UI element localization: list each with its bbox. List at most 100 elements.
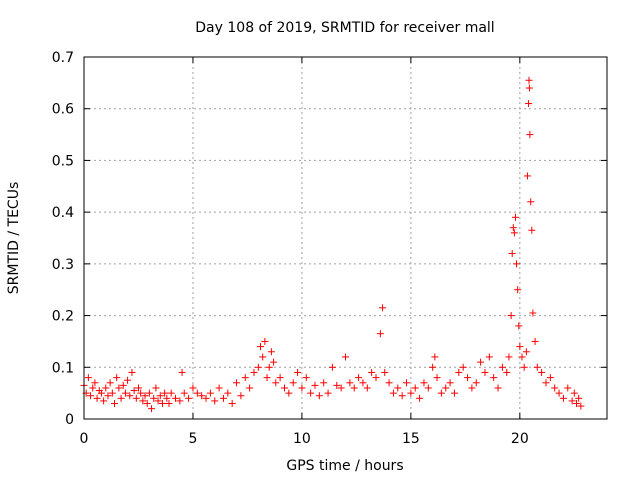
data-point xyxy=(126,392,134,400)
data-point xyxy=(459,363,467,371)
data-point xyxy=(394,384,402,392)
data-point xyxy=(156,392,164,400)
data-point xyxy=(294,368,302,376)
data-point xyxy=(376,330,384,338)
data-point xyxy=(111,399,119,407)
data-point xyxy=(525,76,533,84)
y-tick-label: 0.7 xyxy=(52,50,74,66)
data-point xyxy=(267,348,275,356)
data-point xyxy=(233,379,241,387)
data-point xyxy=(359,379,367,387)
data-point xyxy=(498,363,506,371)
data-point xyxy=(555,389,563,397)
data-point xyxy=(241,374,249,382)
data-point xyxy=(130,387,138,395)
data-point xyxy=(509,224,517,232)
data-point xyxy=(261,337,269,345)
data-point xyxy=(145,389,153,397)
x-tick-label: 0 xyxy=(80,431,89,447)
data-point xyxy=(84,374,92,382)
data-point xyxy=(507,312,515,320)
data-point xyxy=(328,363,336,371)
data-point xyxy=(523,172,531,180)
data-point xyxy=(165,399,173,407)
data-point xyxy=(150,394,158,402)
data-point xyxy=(215,384,223,392)
data-point xyxy=(108,389,116,397)
x-tick-label: 15 xyxy=(402,431,420,447)
data-point xyxy=(403,379,411,387)
data-point xyxy=(163,394,171,402)
data-point xyxy=(254,363,262,371)
data-point xyxy=(527,198,535,206)
data-point xyxy=(516,343,524,351)
data-point xyxy=(525,100,533,108)
data-point xyxy=(298,384,306,392)
data-point xyxy=(152,384,160,392)
data-point xyxy=(577,402,585,410)
data-point xyxy=(363,384,371,392)
data-point xyxy=(102,384,110,392)
data-point xyxy=(514,286,522,294)
y-tick-label: 0.2 xyxy=(52,309,74,325)
x-tick-label: 5 xyxy=(188,431,197,447)
data-point xyxy=(450,389,458,397)
data-point xyxy=(533,363,541,371)
data-point xyxy=(134,384,142,392)
data-point xyxy=(528,226,536,234)
y-tick-label: 0.4 xyxy=(52,205,74,221)
data-point xyxy=(139,397,147,405)
data-point xyxy=(355,374,363,382)
data-point xyxy=(89,384,97,392)
data-point xyxy=(141,392,149,400)
data-point xyxy=(542,379,550,387)
data-point xyxy=(302,374,310,382)
data-point xyxy=(91,379,99,387)
data-point xyxy=(559,394,567,402)
y-tick-label: 0.1 xyxy=(52,360,74,376)
data-point xyxy=(538,368,546,376)
chart-title: Day 108 of 2019, SRMTID for receiver mal… xyxy=(195,20,494,36)
data-point xyxy=(154,397,162,405)
data-point xyxy=(189,384,197,392)
data-point xyxy=(416,394,424,402)
data-point xyxy=(529,309,537,317)
data-point xyxy=(117,394,125,402)
data-point xyxy=(280,384,288,392)
y-tick-label: 0.6 xyxy=(52,102,74,118)
data-point xyxy=(106,379,114,387)
data-point xyxy=(494,384,502,392)
data-point xyxy=(342,353,349,361)
data-point xyxy=(270,358,278,366)
data-point xyxy=(180,389,188,397)
data-point xyxy=(224,389,232,397)
data-point xyxy=(446,379,454,387)
data-point xyxy=(546,374,554,382)
data-point xyxy=(93,394,101,402)
data-point xyxy=(481,368,489,376)
data-point xyxy=(431,353,439,361)
data-point xyxy=(276,374,284,382)
data-point xyxy=(442,384,450,392)
data-point xyxy=(526,131,534,139)
data-point xyxy=(368,368,376,376)
data-point xyxy=(575,394,583,402)
data-point xyxy=(259,353,267,361)
data-point xyxy=(104,392,112,400)
plot-frame xyxy=(83,56,608,420)
y-tick-label: 0.3 xyxy=(52,257,74,273)
data-point xyxy=(211,397,219,405)
data-point xyxy=(324,389,332,397)
data-point xyxy=(551,384,559,392)
data-point xyxy=(228,399,236,407)
y-tick-label: 0 xyxy=(65,412,74,428)
data-point xyxy=(250,368,258,376)
data-point xyxy=(97,389,105,397)
data-point xyxy=(485,353,493,361)
data-point xyxy=(113,374,121,382)
data-point xyxy=(172,394,180,402)
data-point xyxy=(263,374,271,382)
data-point xyxy=(429,363,437,371)
data-point xyxy=(381,368,389,376)
y-tick-label: 0.5 xyxy=(52,153,74,169)
